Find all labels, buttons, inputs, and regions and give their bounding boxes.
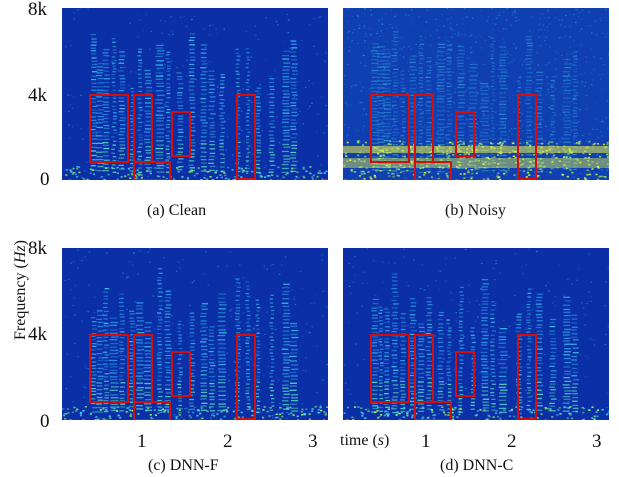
harmonic-column: [480, 83, 490, 172]
harmonic-column: [200, 303, 209, 411]
harmonic-column: [137, 48, 143, 173]
highlight-box: [455, 351, 475, 397]
harmonic-column: [255, 299, 261, 413]
highlight-box: [517, 334, 537, 420]
harmonic-column: [446, 319, 452, 414]
harmonic-column: [102, 288, 110, 413]
harmonic-column: [156, 268, 164, 411]
panel-d-dnnc-spectrogram: [343, 248, 609, 420]
harmonic-column: [378, 306, 384, 412]
harmonic-column: [290, 40, 298, 172]
highlight-box: [89, 94, 129, 163]
x-tick-1-c: 1: [137, 431, 147, 452]
harmonic-column: [245, 47, 251, 172]
highlight-box: [133, 401, 171, 420]
highlight-box: [89, 334, 129, 403]
harmonic-column: [437, 311, 445, 411]
panel-a-clean-spectrogram: [62, 8, 328, 180]
highlight-box: [370, 334, 410, 403]
caption-c: (c) DNN-F: [148, 457, 219, 474]
harmonic-column: [534, 71, 544, 173]
harmonic-column: [399, 313, 407, 413]
harmonic-column: [177, 320, 183, 414]
harmonic-column: [188, 33, 196, 172]
harmonic-column: [526, 288, 532, 410]
caption-b: (b) Noisy: [445, 202, 506, 219]
x-tick-2-d: 2: [507, 431, 517, 452]
harmonic-column: [188, 312, 196, 410]
harmonic-column: [217, 293, 227, 412]
harmonic-column: [128, 310, 136, 412]
harmonic-column: [176, 72, 184, 171]
y-tick-4k-top: 4k: [28, 85, 47, 106]
harmonic-column: [143, 322, 153, 411]
x-tick-1-d: 1: [421, 431, 431, 452]
harmonic-column: [102, 49, 110, 172]
y-tick-8k-top: 8k: [28, 0, 47, 20]
spectrogram-c: [62, 248, 328, 420]
harmonic-column: [208, 326, 216, 412]
harmonic-column: [90, 317, 98, 413]
highlight-box: [517, 94, 537, 180]
harmonic-column: [245, 281, 251, 411]
harmonic-column: [155, 44, 165, 173]
y-tick-0-bottom: 0: [40, 411, 50, 432]
x-tick-2-c: 2: [223, 431, 233, 452]
harmonic-column: [135, 302, 145, 410]
harmonic-column: [458, 286, 464, 413]
y-tick-8k-bottom: 8k: [28, 238, 47, 259]
harmonic-column: [480, 279, 490, 412]
spectrogram-d: [343, 248, 609, 420]
spectrogram-b: [343, 8, 609, 180]
harmonic-column: [409, 298, 417, 410]
y-tick-0-top: 0: [40, 169, 50, 190]
x-axis-label: time (s): [340, 432, 390, 449]
highlight-box: [370, 94, 410, 163]
y-tick-4k-bottom: 4k: [28, 324, 47, 345]
harmonic-column: [289, 322, 299, 412]
harmonic-column: [95, 63, 105, 172]
harmonic-column: [498, 328, 508, 413]
harmonic-column: [549, 318, 557, 412]
highlight-box: [171, 351, 191, 397]
highlight-box: [414, 401, 452, 420]
highlight-box: [236, 334, 256, 420]
x-tick-3-c: 3: [308, 431, 318, 452]
highlight-box: [455, 111, 475, 157]
harmonic-column: [165, 51, 171, 173]
harmonic-column: [118, 293, 126, 412]
harmonic-column: [200, 44, 208, 172]
harmonic-column: [535, 293, 543, 411]
harmonic-column: [164, 290, 172, 411]
panel-c-dnnf-spectrogram: [62, 248, 328, 420]
spectrogram-a: [62, 8, 328, 180]
harmonic-column: [254, 87, 262, 174]
caption-d: (d) DNN-C: [440, 457, 514, 474]
harmonic-column: [109, 317, 119, 412]
highlight-box: [414, 161, 452, 180]
highlight-box: [133, 161, 171, 180]
harmonic-column: [571, 314, 579, 413]
harmonic-column: [208, 70, 216, 171]
panel-b-noisy-spectrogram: [343, 8, 609, 180]
harmonic-column: [490, 301, 496, 411]
x-tick-3-d: 3: [592, 431, 602, 452]
harmonic-column: [268, 78, 276, 173]
highlight-box: [171, 111, 191, 157]
harmonic-column: [269, 294, 275, 411]
harmonic-column: [111, 38, 117, 173]
highlight-box: [236, 94, 256, 180]
caption-a: (a) Clean: [147, 202, 207, 219]
harmonic-column: [96, 310, 104, 413]
harmonic-column: [281, 50, 291, 173]
harmonic-column: [562, 296, 572, 412]
